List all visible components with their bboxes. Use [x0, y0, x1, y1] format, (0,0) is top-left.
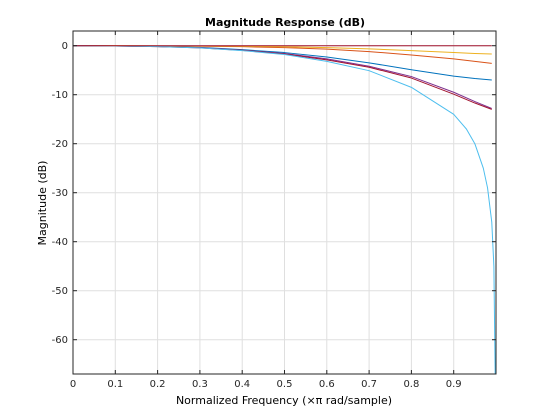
y-tick-label: -30	[52, 188, 68, 199]
grid	[73, 31, 496, 374]
x-tick-label: 0.1	[107, 379, 123, 390]
x-axis-label: Normalized Frequency (×π rad/sample)	[176, 394, 392, 407]
y-tick-label: -50	[52, 286, 68, 297]
series-line-1	[72, 45, 492, 81]
series-line-6	[72, 45, 496, 375]
y-axis-label: Magnitude (dB)	[36, 161, 49, 246]
x-tick-label: 0.6	[319, 379, 335, 390]
x-tick-label: 0.5	[277, 379, 293, 390]
series-line-5	[72, 45, 492, 110]
y-axis-ticks: 0 -10 -20 -30 -40 -50 -60	[52, 41, 496, 346]
y-tick-label: -10	[52, 90, 68, 101]
x-axis-ticks: 0 0.1 0.2 0.3 0.4 0.5 0.6 0.7 0.8 0.9	[70, 31, 462, 390]
x-tick-label: 0.3	[192, 379, 208, 390]
x-tick-label: 0.7	[361, 379, 377, 390]
x-tick-label: 0	[70, 379, 76, 390]
x-tick-label: 0.4	[234, 379, 250, 390]
x-tick-label: 0.2	[150, 379, 166, 390]
y-tick-label: -40	[52, 237, 68, 248]
y-tick-label: -20	[52, 139, 68, 150]
y-tick-label: 0	[62, 41, 68, 52]
chart-title: Magnitude Response (dB)	[205, 16, 365, 29]
x-tick-label: 0.8	[403, 379, 419, 390]
plot-lines	[72, 45, 496, 375]
y-tick-label: -60	[52, 335, 68, 346]
x-tick-label: 0.9	[446, 379, 462, 390]
